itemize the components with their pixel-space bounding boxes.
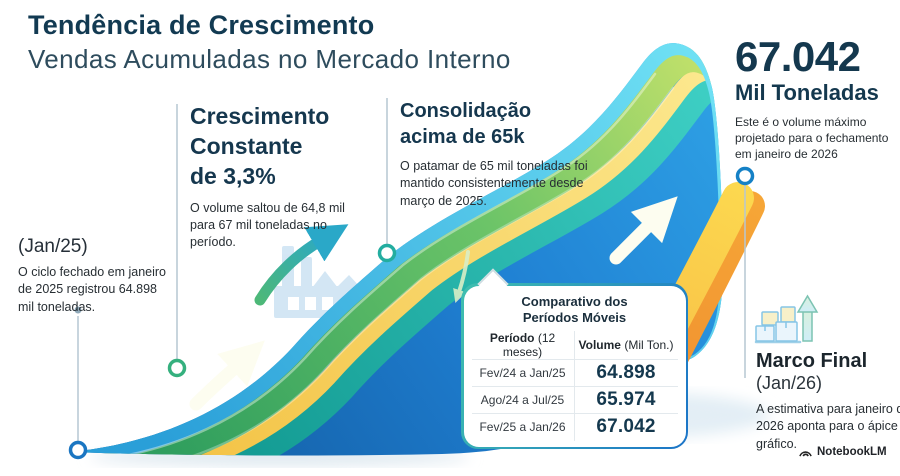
up-arrow-icon (189, 340, 265, 411)
comparison-card: Comparativo dos Períodos Móveis Período … (461, 283, 688, 449)
period-cell: Ago/24 a Jul/25 (472, 387, 575, 414)
annotation-consolidation-title-line: acima de 65k (400, 126, 525, 148)
annotation-jan25-title: (Jan/25) (18, 236, 88, 257)
up-arrow-icon (609, 196, 678, 265)
annotation-connectors (68, 98, 755, 460)
annotation-consolidation-body: O patamar de 65 mil toneladas foi mantid… (400, 159, 588, 208)
boxes-growth-icon (754, 294, 819, 344)
annotation-final-body: A estimativa para janeiro de 2026 aponta… (756, 402, 900, 451)
growth-trend-arrow-icon (254, 224, 349, 306)
connector-dot (74, 306, 82, 314)
period-cell: Fev/25 a Jan/26 (472, 414, 575, 441)
volume-cell: 67.042 (596, 416, 656, 438)
table-row: Fev/25 a Jan/26 67.042 (471, 413, 678, 441)
annotation-growth: Crescimento Constante de 3,3% O volume s… (190, 102, 368, 251)
annotation-final: Marco Final (Jan/26) A estimativa para j… (754, 284, 900, 453)
page-subtitle: Vendas Acumuladas no Mercado Interno (28, 44, 511, 74)
column-header-period: Período (12 meses) (472, 331, 575, 359)
annotation-final-title: Marco Final (756, 350, 868, 372)
brand-footer: NotebookLM (798, 445, 887, 458)
annotation-jan25: (Jan/25) O ciclo fechado em janeiro de 2… (18, 236, 174, 316)
table-row: Ago/24 a Jul/25 65.974 (471, 386, 678, 414)
marker-jan25 (68, 440, 88, 460)
wave-stripe-teal (109, 72, 724, 456)
annotation-growth-title-line: Constante (190, 132, 303, 159)
kpi-block: 67.042 Mil Toneladas Este é o volume máx… (735, 36, 900, 163)
card-title-line: Períodos Móveis (522, 309, 627, 325)
volume-cell: 65.974 (596, 389, 656, 411)
marker-final (735, 166, 755, 186)
kpi-unit: Mil Toneladas (735, 80, 879, 105)
wave-stripe-cyan (70, 43, 724, 456)
kpi-value: 67.042 (735, 33, 861, 80)
annotation-growth-title-line: de 3,3% (190, 162, 276, 189)
wave-stripe-yellow (99, 64, 724, 456)
brand-name: NotebookLM (817, 445, 887, 458)
wave-stripe-green (77, 46, 724, 456)
annotation-growth-title-line: Crescimento (190, 103, 330, 129)
annotation-jan25-body: O ciclo fechado em janeiro de 2025 regis… (18, 265, 166, 314)
column-header-volume: Volume (Mil Ton.) (578, 338, 674, 352)
wave-sheen-2 (99, 86, 675, 456)
period-cell: Fev/24 a Jan/25 (472, 360, 575, 387)
marker-consolidation (377, 243, 397, 263)
annotation-growth-body: O volume saltou de 64,8 mil para 67 mil … (190, 200, 345, 250)
kpi-description: Este é o volume máximo projetado para o … (735, 115, 889, 162)
table-header-row: Período (12 meses) Volume (Mil Ton.) (472, 331, 678, 359)
flow-arrows (189, 196, 678, 411)
card-title-line: Comparativo dos (521, 293, 628, 309)
volume-cell: 64.898 (596, 362, 656, 384)
annotation-final-subtitle: (Jan/26) (756, 373, 823, 393)
page-title: Tendência de Crescimento (28, 10, 375, 40)
down-flow-arrow-icon (453, 250, 470, 304)
notebooklm-logo-icon (799, 451, 812, 457)
table-row: Fev/24 a Jan/25 64.898 (471, 359, 678, 387)
annotation-consolidation-title-line: Consolidação (400, 100, 532, 122)
annotation-consolidation: Consolidação acima de 65k O patamar de 6… (400, 98, 595, 210)
marker-growth (167, 358, 187, 378)
wave-sheen (81, 72, 657, 456)
